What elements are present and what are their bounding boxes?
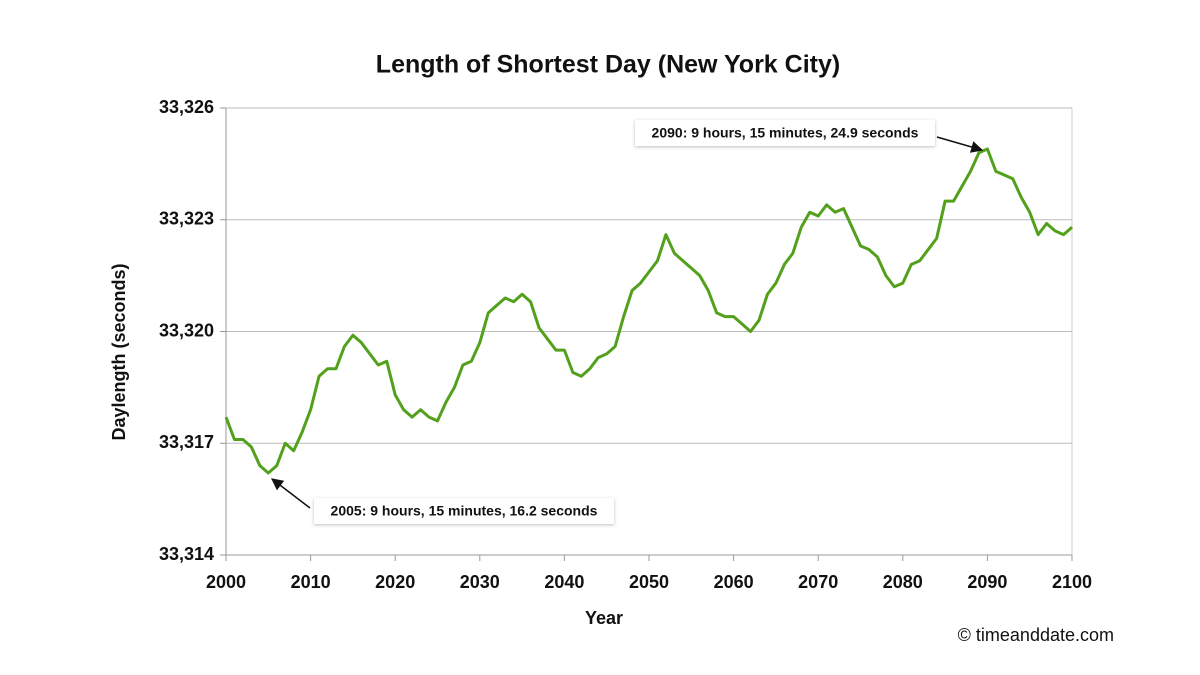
annotation: 2005: 9 hours, 15 minutes, 16.2 seconds <box>271 478 614 524</box>
annotation: 2090: 9 hours, 15 minutes, 24.9 seconds <box>635 120 984 153</box>
annotation-box <box>635 120 935 146</box>
annotation-text: 2090: 9 hours, 15 minutes, 24.9 seconds <box>652 125 919 141</box>
y-tick-label: 33,320 <box>159 320 214 340</box>
y-tick-label: 33,314 <box>159 544 214 564</box>
x-axis-label: Year <box>585 608 623 628</box>
x-tick-label: 2020 <box>375 572 415 592</box>
credit: © timeanddate.com <box>958 625 1114 645</box>
x-tick-label: 2010 <box>291 572 331 592</box>
y-tick-label: 33,323 <box>159 209 214 229</box>
annotation-box <box>314 498 614 524</box>
y-tick-label: 33,317 <box>159 432 214 452</box>
x-tick-label: 2040 <box>544 572 584 592</box>
x-tick-label: 2060 <box>714 572 754 592</box>
x-tick-label: 2070 <box>798 572 838 592</box>
x-tick-label: 2100 <box>1052 572 1092 592</box>
annotation-arrow <box>936 136 984 153</box>
annotation-arrow <box>271 478 311 509</box>
x-tick-label: 2030 <box>460 572 500 592</box>
data-line <box>224 147 1073 475</box>
y-axis-label: Daylength (seconds) <box>109 263 129 440</box>
x-tick-label: 2080 <box>883 572 923 592</box>
x-tick-label: 2000 <box>206 572 246 592</box>
chart-title: Length of Shortest Day (New York City) <box>376 51 840 79</box>
y-tick-label: 33,326 <box>159 97 214 117</box>
x-tick-label: 2090 <box>967 572 1007 592</box>
annotation-text: 2005: 9 hours, 15 minutes, 16.2 seconds <box>331 503 598 519</box>
x-tick-label: 2050 <box>629 572 669 592</box>
